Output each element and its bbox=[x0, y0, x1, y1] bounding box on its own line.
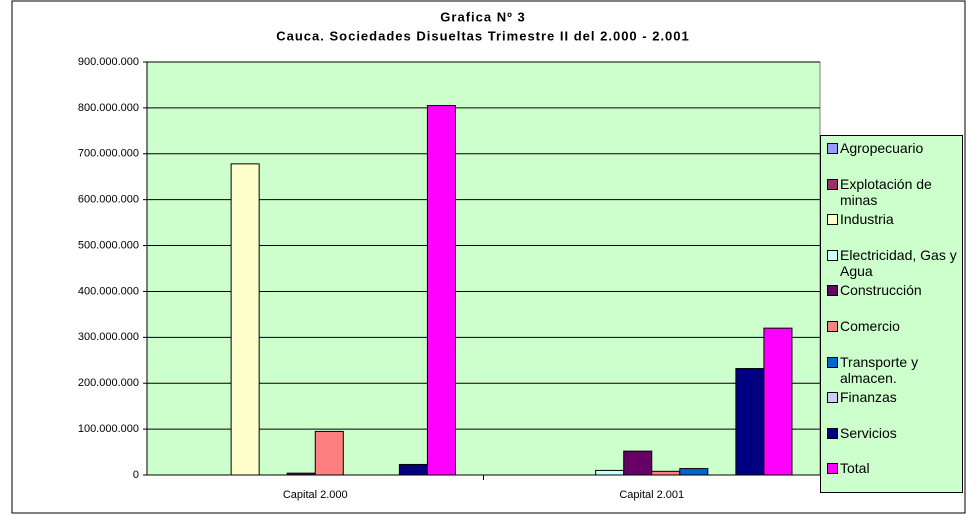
legend-label: Total bbox=[840, 460, 870, 477]
bar bbox=[623, 450, 653, 476]
bar bbox=[651, 470, 681, 476]
bar bbox=[314, 430, 344, 476]
legend-swatch bbox=[827, 463, 838, 475]
y-tick-label: 600.000.000 bbox=[78, 194, 139, 206]
legend-item: Total bbox=[827, 460, 961, 476]
y-tick-label: 500.000.000 bbox=[78, 239, 139, 251]
y-tick-label: 100.000.000 bbox=[78, 423, 139, 435]
bar bbox=[595, 469, 625, 476]
legend-item: Construcción bbox=[827, 282, 961, 298]
legend-item: Servicios bbox=[827, 425, 961, 441]
bar bbox=[230, 163, 260, 476]
legend-item: Industria bbox=[827, 211, 961, 227]
legend-item: Finanzas bbox=[827, 389, 961, 405]
legend-label: Comercio bbox=[840, 318, 900, 334]
y-tick-label: 800.000.000 bbox=[78, 102, 139, 114]
y-tick-label: 700.000.000 bbox=[78, 148, 139, 160]
legend-item: Electricidad, Gas y Agua bbox=[827, 247, 961, 279]
bar bbox=[426, 105, 456, 476]
legend-label: Explotación de minas bbox=[840, 175, 932, 208]
bar bbox=[398, 463, 428, 476]
legend-label: Electricidad, Gas y Agua bbox=[840, 246, 957, 279]
x-tick-label: Capital 2.000 bbox=[283, 489, 348, 501]
y-tick-label: 400.000.000 bbox=[78, 285, 139, 297]
legend-item: Explotación de minas bbox=[827, 176, 961, 208]
legend-item: Comercio bbox=[827, 318, 961, 334]
bar bbox=[735, 368, 765, 476]
chart-subtitle: Cauca. Sociedades Disueltas Trimestre II… bbox=[276, 28, 690, 43]
legend-item: Transporte y almacen. bbox=[827, 354, 961, 386]
legend-item: Agropecuario bbox=[827, 140, 961, 156]
legend: Agropecuario Explotación de minas Industri… bbox=[820, 135, 963, 493]
legend-label: Transporte y almacen. bbox=[840, 353, 919, 386]
y-tick-label: 900.000.000 bbox=[78, 56, 139, 68]
legend-label: Servicios bbox=[840, 424, 897, 441]
legend-label: Construcción bbox=[840, 282, 922, 299]
legend-swatch bbox=[827, 285, 838, 297]
legend-label: Finanzas bbox=[840, 389, 897, 406]
y-tick-label: 200.000.000 bbox=[78, 377, 139, 389]
bar bbox=[763, 327, 793, 476]
legend-swatch bbox=[827, 249, 838, 261]
bar bbox=[679, 468, 709, 476]
legend-label: Agropecuario bbox=[840, 140, 924, 156]
y-tick-label: 0 bbox=[133, 469, 139, 481]
legend-swatch bbox=[827, 392, 838, 404]
chart-title: Grafica Nº 3 bbox=[440, 9, 525, 24]
legend-swatch bbox=[827, 427, 838, 439]
legend-swatch bbox=[827, 356, 838, 368]
legend-label: Industria bbox=[840, 211, 894, 228]
legend-swatch bbox=[827, 143, 838, 154]
legend-swatch bbox=[827, 178, 838, 190]
legend-swatch bbox=[827, 214, 838, 226]
y-tick-label: 300.000.000 bbox=[78, 331, 139, 343]
legend-swatch bbox=[827, 321, 838, 332]
x-tick-label: Capital 2.001 bbox=[619, 489, 684, 501]
